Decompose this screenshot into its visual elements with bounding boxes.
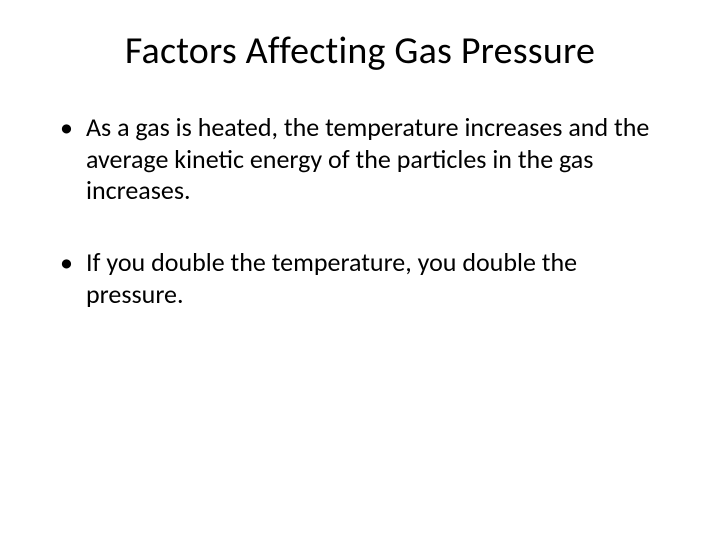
list-item: If you double the temperature, you doubl… [60,247,672,310]
bullet-list: As a gas is heated, the temperature incr… [48,112,672,311]
slide-container: Factors Affecting Gas Pressure As a gas … [0,0,720,540]
list-item: As a gas is heated, the temperature incr… [60,112,672,207]
slide-title: Factors Affecting Gas Pressure [48,28,672,74]
